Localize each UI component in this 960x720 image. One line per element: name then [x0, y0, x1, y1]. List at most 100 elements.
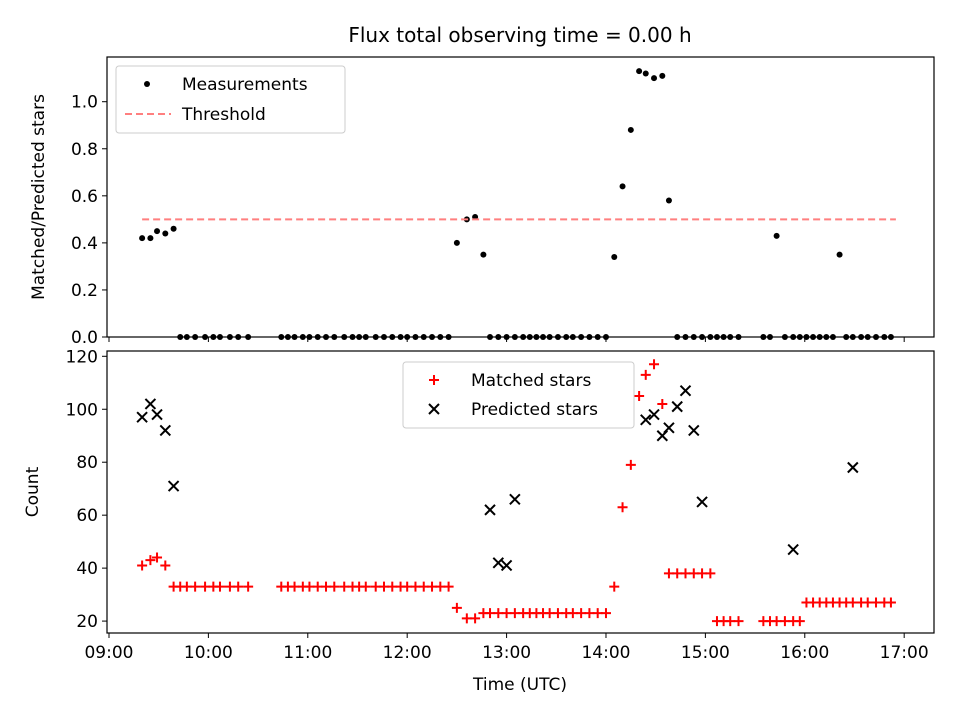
- x-tick-label: 11:00: [283, 643, 332, 663]
- measurement-point: [480, 251, 487, 258]
- legend: Matched stars Predicted stars: [402, 361, 635, 429]
- legend-box: [115, 65, 346, 134]
- matched-point: [190, 581, 201, 592]
- matched-point: [794, 616, 805, 627]
- chart-title: Flux total observing time = 0.00 h: [348, 23, 691, 47]
- predicted-point: [151, 408, 163, 421]
- y-tick-label: 0.8: [71, 140, 98, 160]
- predicted-point: [144, 398, 157, 410]
- predicted-point: [167, 480, 180, 492]
- legend-label-matched: Matched stars: [471, 371, 591, 391]
- measurement-point: [139, 235, 146, 242]
- matched-point: [329, 581, 340, 592]
- measurement-point: [651, 75, 658, 82]
- axes-frame: [106, 350, 935, 634]
- measurement-point: [659, 72, 666, 79]
- y-tick-label: 40: [76, 559, 98, 579]
- predicted-point: [640, 414, 652, 426]
- y-tick-label: 0.6: [71, 187, 98, 207]
- x-tick-label: 10:00: [184, 643, 233, 663]
- matched-point: [233, 581, 244, 592]
- matched-point: [733, 616, 744, 627]
- legend-label-predicted: Predicted stars: [471, 400, 598, 420]
- measurement-point: [627, 126, 634, 133]
- legend-box: [402, 361, 635, 429]
- matched-point: [617, 502, 628, 513]
- predicted-point: [136, 411, 148, 423]
- matched-point: [152, 552, 163, 563]
- matched-point: [160, 560, 171, 571]
- legend-marker-measurements: [144, 81, 150, 87]
- x-tick-label: 17:00: [880, 643, 929, 663]
- y-tick-label: 20: [76, 612, 98, 632]
- measurement-point: [619, 183, 626, 190]
- predicted-point: [648, 408, 660, 421]
- series-matched-stars: [137, 359, 896, 627]
- y-tick-label: 100: [66, 400, 98, 420]
- predicted-point: [696, 496, 708, 508]
- x-tick-label: 12:00: [383, 643, 432, 663]
- predicted-point: [484, 504, 496, 516]
- matched-point: [451, 602, 462, 613]
- matched-point: [243, 581, 254, 592]
- measurement-point: [147, 235, 154, 242]
- y-tick-label: 0.4: [71, 234, 98, 254]
- measurement-point: [162, 230, 169, 237]
- matched-point: [470, 613, 481, 624]
- predicted-point: [679, 385, 692, 397]
- measurement-point: [453, 239, 460, 246]
- measurement-point: [836, 251, 843, 258]
- y-tick-label: 0.0: [71, 328, 98, 348]
- measurement-point: [611, 254, 618, 260]
- matched-point: [609, 581, 620, 592]
- predicted-point: [847, 461, 859, 474]
- predicted-point: [787, 543, 799, 556]
- x-tick-label: 14:00: [581, 643, 630, 663]
- predicted-point: [500, 559, 513, 572]
- predicted-point: [492, 557, 505, 569]
- matched-point: [145, 555, 156, 566]
- predicted-point: [509, 493, 521, 505]
- matched-point: [360, 581, 371, 592]
- predicted-point: [663, 422, 675, 434]
- matched-point: [657, 398, 668, 409]
- y-tick-label: 80: [76, 453, 98, 473]
- measurement-point: [636, 68, 643, 75]
- measurement-point: [154, 228, 161, 235]
- predicted-point: [159, 424, 172, 437]
- matched-point: [443, 581, 454, 592]
- matched-point: [634, 391, 645, 402]
- x-axis-label: Time (UTC): [472, 675, 567, 695]
- y-tick-label: 60: [76, 506, 98, 526]
- panel-count: 09:00 10:00 11:00 12:00 13:00 14:00 15:00 16:00…: [23, 347, 935, 663]
- x-tick-label: 13:00: [482, 643, 531, 663]
- axes-frame: [106, 56, 935, 338]
- y-tick-label: 120: [66, 347, 98, 367]
- matched-point: [649, 359, 660, 370]
- measurement-point: [170, 225, 177, 232]
- matched-point: [640, 369, 651, 380]
- y-axis-label: Count: [23, 466, 43, 517]
- matched-point: [625, 459, 636, 470]
- predicted-point: [671, 400, 683, 413]
- legend-marker-matched: [429, 375, 439, 385]
- matched-point: [885, 597, 896, 608]
- matched-point: [137, 560, 148, 571]
- y-axis-label: Matched/Predicted stars: [29, 94, 49, 300]
- x-tick-label: 16:00: [780, 643, 829, 663]
- legend-label-measurements: Measurements: [182, 75, 308, 95]
- measurement-point: [773, 232, 780, 239]
- matched-point: [705, 568, 716, 579]
- legend-marker-predicted: [428, 403, 440, 415]
- matched-point: [600, 608, 611, 619]
- y-tick-label: 1.0: [71, 93, 98, 113]
- x-tick-label: 15:00: [681, 643, 730, 663]
- measurement-point: [665, 197, 672, 204]
- legend: Measurements Threshold: [115, 65, 346, 134]
- legend-label-threshold: Threshold: [181, 105, 266, 125]
- x-tick-label: 09:00: [84, 643, 133, 663]
- panel-ratio: 0.0 0.2 0.4 0.6 0.8 1.0 Matched/Predicted star…: [29, 56, 935, 348]
- matched-point: [214, 581, 225, 592]
- measurement-point: [642, 70, 649, 77]
